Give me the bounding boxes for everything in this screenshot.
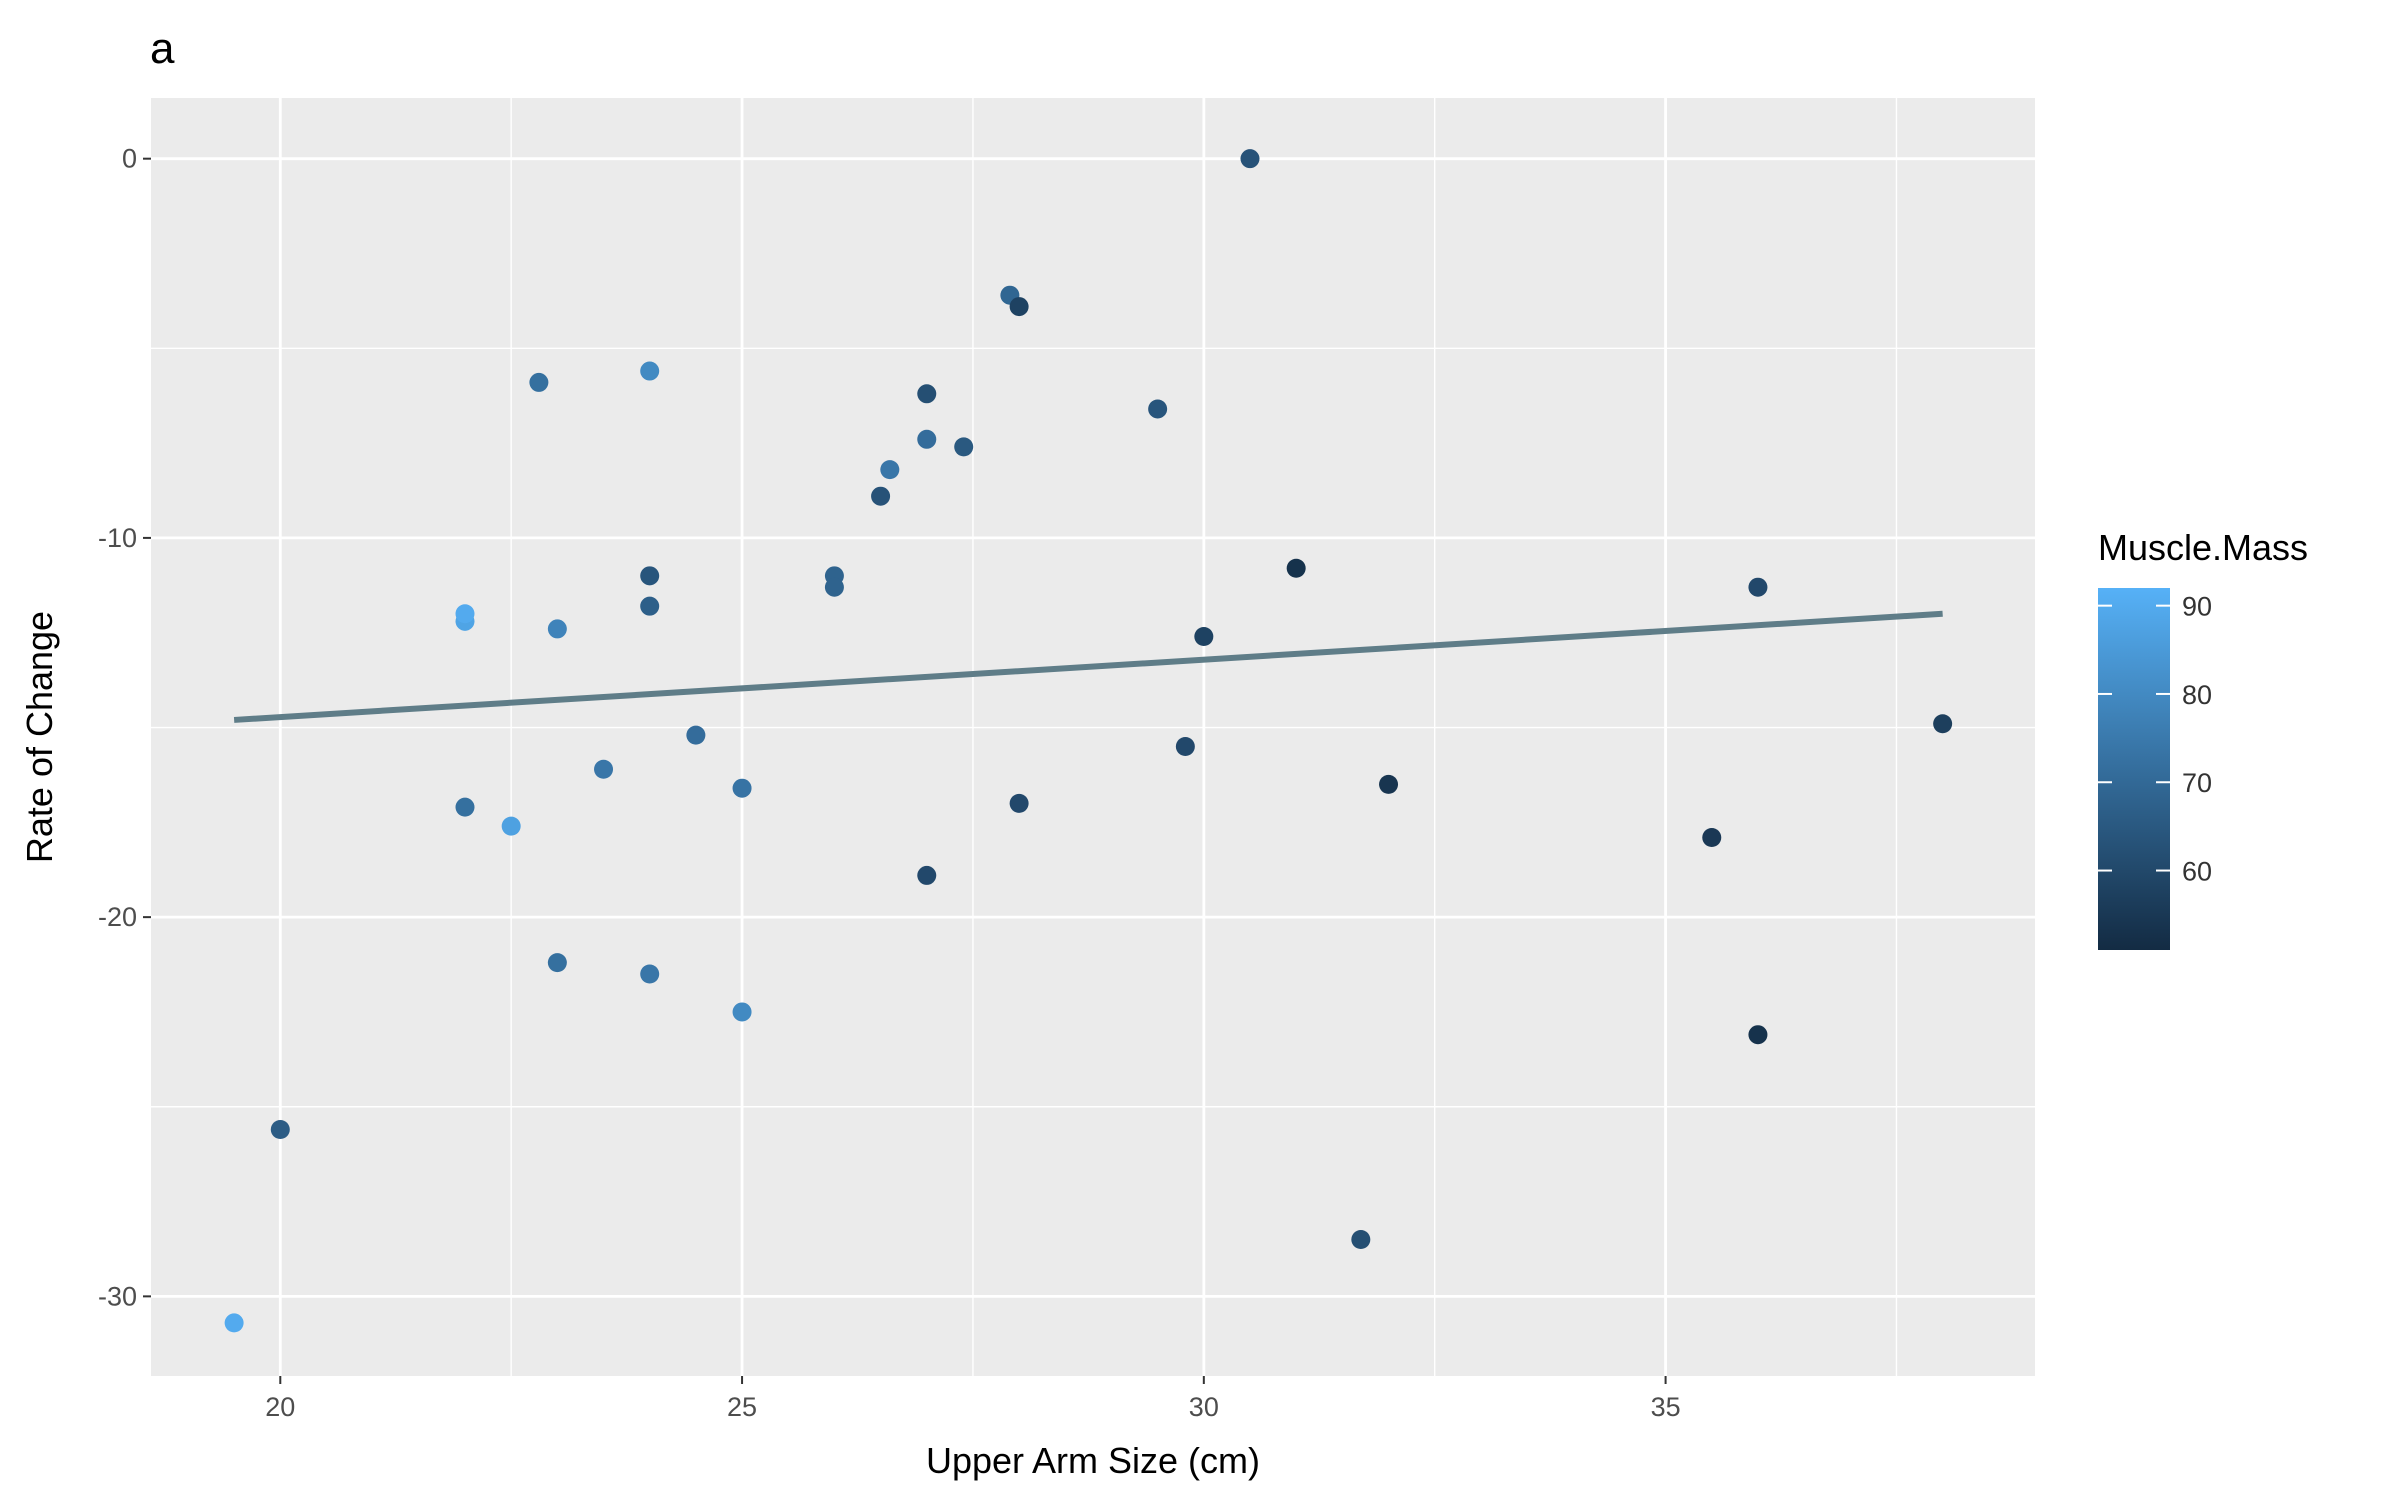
data-point — [455, 604, 475, 624]
legend-tick-label: 80 — [2182, 680, 2212, 710]
data-point — [224, 1313, 244, 1333]
data-point — [686, 725, 706, 745]
data-point — [270, 1120, 290, 1140]
data-point — [917, 865, 937, 885]
x-axis-title: Upper Arm Size (cm) — [926, 1440, 1260, 1481]
major-gridlines — [151, 98, 2035, 1376]
data-point — [1009, 297, 1029, 317]
y-axis-ticks: 0 -10 -20 -30 — [98, 144, 151, 1311]
trend-line — [233, 610, 1943, 723]
data-point — [1286, 558, 1306, 578]
data-point — [732, 778, 752, 798]
y-tick-label: -30 — [98, 1281, 137, 1311]
data-point — [871, 486, 891, 506]
data-point — [880, 460, 900, 480]
data-point — [1748, 577, 1768, 597]
data-point — [594, 759, 614, 779]
data-point — [547, 953, 567, 973]
data-point — [954, 437, 974, 457]
data-point — [917, 384, 937, 404]
data-point — [824, 577, 844, 597]
trend-line-layer — [233, 610, 1943, 723]
minor-gridlines — [151, 98, 2035, 1376]
y-axis-title: Rate of Change — [19, 611, 60, 863]
y-tick-label: -10 — [98, 523, 137, 553]
data-point — [640, 964, 660, 984]
y-tick-label: -20 — [98, 902, 137, 932]
data-point — [1194, 627, 1214, 647]
x-tick-label: 35 — [1651, 1392, 1681, 1422]
data-point — [547, 619, 567, 639]
data-point — [1351, 1229, 1371, 1249]
data-point — [1175, 736, 1195, 756]
data-point — [1748, 1025, 1768, 1045]
data-point — [501, 816, 521, 836]
data-point — [732, 1002, 752, 1022]
x-tick-label: 30 — [1189, 1392, 1219, 1422]
data-point — [1148, 399, 1168, 419]
legend-tick-label: 70 — [2182, 768, 2212, 798]
y-tick-label: 0 — [122, 144, 137, 174]
data-point — [640, 361, 660, 381]
data-point — [1009, 793, 1029, 813]
x-axis-ticks: 20 25 30 35 — [265, 1376, 1681, 1422]
legend-ticks: 90 80 70 60 — [2098, 592, 2212, 887]
legend-tick-label: 90 — [2182, 592, 2212, 622]
x-tick-label: 25 — [727, 1392, 757, 1422]
data-point — [640, 566, 660, 586]
legend-tick-label: 60 — [2182, 857, 2212, 887]
data-point — [1240, 149, 1260, 169]
data-point — [1702, 827, 1722, 847]
data-point — [1933, 714, 1953, 734]
data-points — [224, 149, 1953, 1333]
panel-tag: a — [150, 24, 175, 73]
data-point — [640, 596, 660, 616]
legend-colorbar — [2098, 588, 2170, 950]
plot-panel — [151, 98, 2035, 1376]
x-tick-label: 20 — [265, 1392, 295, 1422]
data-point — [917, 429, 937, 449]
legend-title: Muscle.Mass — [2098, 527, 2308, 568]
data-point — [529, 372, 549, 392]
data-point — [1379, 774, 1399, 794]
data-point — [455, 797, 475, 817]
